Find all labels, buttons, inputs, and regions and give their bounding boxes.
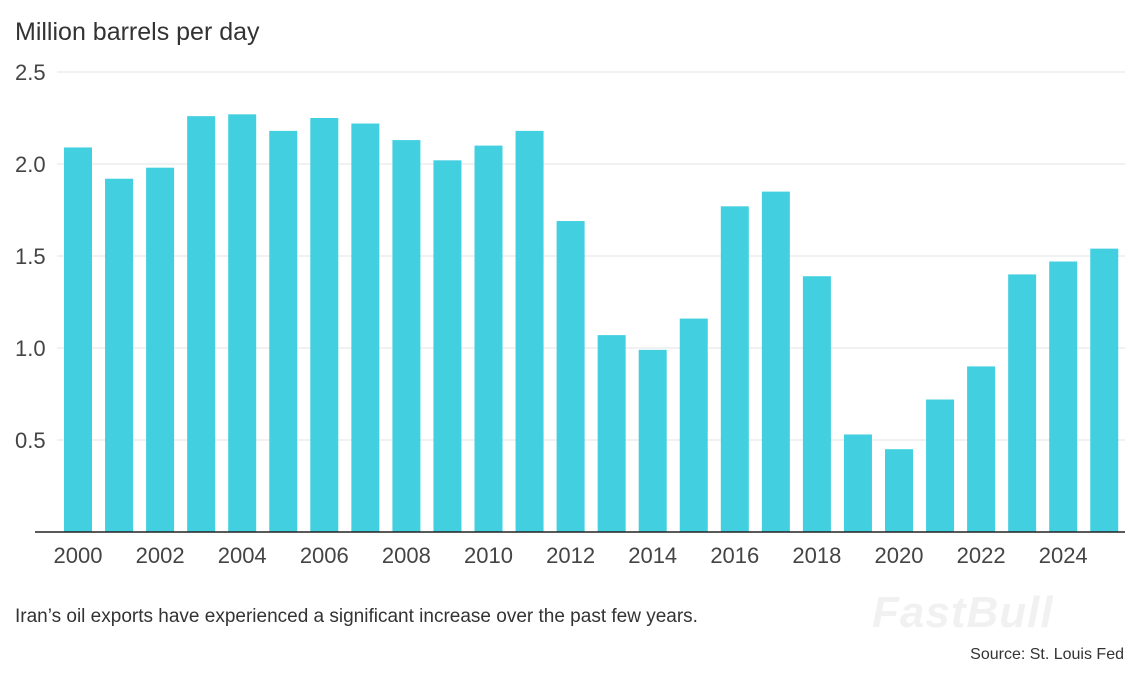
watermark-logo: FastBull <box>872 588 1054 637</box>
bar-2020 <box>885 449 913 532</box>
bar-2006 <box>310 118 339 532</box>
chart-caption: Iran’s oil exports have experienced a si… <box>15 606 698 627</box>
x-tick-label: 2012 <box>546 543 595 568</box>
x-tick-label: 2018 <box>792 543 841 568</box>
x-tick-label: 2014 <box>628 543 677 568</box>
x-tick-label: 2022 <box>957 543 1006 568</box>
y-tick-label: 2.5 <box>15 60 46 85</box>
x-tick-label: 2024 <box>1039 543 1088 568</box>
x-tick-label: 2006 <box>300 543 349 568</box>
bar-2011 <box>515 130 544 532</box>
bar-2007 <box>351 123 380 533</box>
bar-2015 <box>679 318 708 532</box>
bar-2013 <box>597 335 626 532</box>
bar-2000 <box>64 147 92 532</box>
chart-source: Source: St. Louis Fed <box>970 646 1124 663</box>
x-tick-label: 2010 <box>464 543 513 568</box>
bar-2002 <box>146 167 175 532</box>
bar-2023 <box>1008 274 1037 532</box>
x-tick-label: 2002 <box>136 543 185 568</box>
bar-2019 <box>843 434 872 532</box>
bar-2012 <box>556 221 585 533</box>
y-tick-label: 2.0 <box>15 152 46 177</box>
y-tick-label: 1.5 <box>15 244 46 269</box>
bar-2003 <box>187 116 216 532</box>
bar-2022 <box>967 366 996 532</box>
bar-2021 <box>926 399 955 532</box>
y-tick-label: 1.0 <box>15 336 46 361</box>
bar-2009 <box>433 160 462 532</box>
y-tick-label: 0.5 <box>15 428 46 453</box>
x-tick-label: 2016 <box>710 543 759 568</box>
bar-2001 <box>105 178 134 532</box>
x-tick-label: 2008 <box>382 543 431 568</box>
bar-2004 <box>228 114 257 532</box>
bar-2018 <box>802 276 831 532</box>
x-tick-label: 2000 <box>54 543 103 568</box>
bar-2014 <box>638 349 667 532</box>
bar-2010 <box>474 145 503 532</box>
bar-2016 <box>720 206 749 532</box>
bar-2017 <box>761 191 790 532</box>
bar-chart: 0.5 1.0 1.5 2.0 2.5 2000 2002 2004 2006 2008 2010 2… <box>15 60 1125 568</box>
bar-2025 <box>1090 248 1119 532</box>
x-tick-label: 2020 <box>875 543 924 568</box>
bar-2008 <box>392 140 421 532</box>
bar-2005 <box>269 130 298 532</box>
y-axis-label: Million barrels per day <box>15 18 260 46</box>
x-tick-label: 2004 <box>218 543 267 568</box>
bar-2024 <box>1049 261 1078 532</box>
